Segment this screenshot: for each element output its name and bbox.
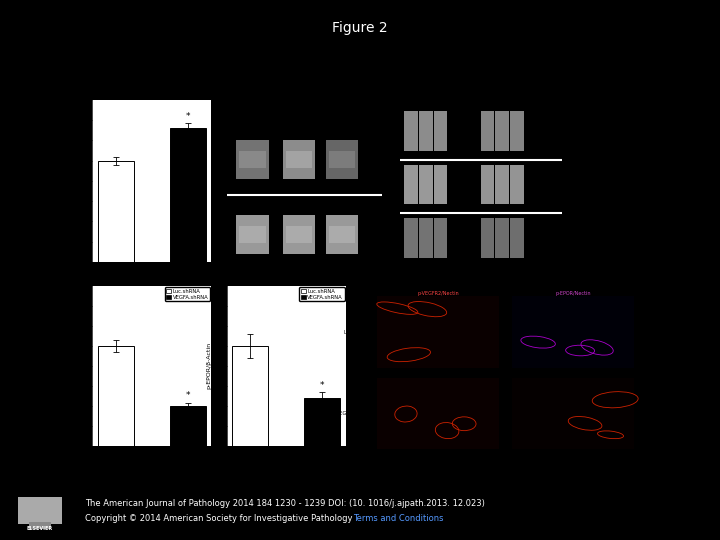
Text: A: A: [50, 90, 59, 100]
Bar: [510, 165, 523, 204]
Bar: [405, 218, 418, 258]
Text: Luc.mRNA: Luc.mRNA: [344, 329, 369, 335]
Text: The American Journal of Pathology 2014 184 1230 - 1239 DOI: (10. 1016/j.ajpath.2: The American Journal of Pathology 2014 1…: [85, 499, 485, 508]
X-axis label: p-VEGFR2: p-VEGFR2: [132, 450, 171, 458]
Y-axis label: p-EPOR/β-Actin: p-EPOR/β-Actin: [207, 342, 212, 389]
Bar: [282, 140, 315, 179]
Bar: [405, 111, 418, 151]
Bar: [98, 346, 134, 445]
Bar: [495, 218, 509, 258]
Text: *: *: [320, 381, 325, 390]
Y-axis label: p-EPOR mRNA: p-EPOR mRNA: [72, 159, 77, 203]
Bar: [286, 226, 312, 244]
Text: E: E: [185, 276, 193, 287]
Bar: [329, 226, 355, 244]
Text: ELSEVIER: ELSEVIER: [27, 526, 53, 531]
Text: EPOR: EPOR: [560, 182, 575, 187]
Bar: [481, 111, 495, 151]
Text: PBS: PBS: [245, 86, 258, 92]
Text: B: B: [215, 86, 222, 97]
Bar: [419, 165, 433, 204]
Bar: [481, 218, 495, 258]
Bar: [236, 215, 269, 254]
Y-axis label: p-VEGFR2/β-Actin: p-VEGFR2/β-Actin: [72, 339, 77, 393]
Bar: [170, 406, 206, 446]
Bar: [304, 397, 340, 446]
Bar: [326, 215, 359, 254]
Text: pEPOR: pEPOR: [560, 129, 578, 133]
Text: β-Actin: β-Actin: [383, 232, 402, 237]
Text: VEGFA: VEGFA: [330, 86, 353, 92]
Bar: [512, 296, 634, 368]
Text: PBS: PBS: [428, 84, 443, 90]
Bar: [419, 111, 433, 151]
Bar: [433, 165, 447, 204]
Bar: [495, 165, 509, 204]
Text: F: F: [356, 276, 364, 286]
Text: p-VEGFR2/Nectin: p-VEGFR2/Nectin: [417, 291, 459, 296]
Text: VEGFA: VEGFA: [495, 84, 521, 90]
Bar: [236, 140, 269, 179]
Bar: [286, 151, 312, 168]
Bar: [481, 165, 495, 204]
Text: *: *: [185, 391, 190, 400]
Text: *: *: [185, 112, 190, 121]
Bar: [495, 111, 509, 151]
Bar: [232, 346, 268, 445]
X-axis label: p-EPOR: p-EPOR: [272, 450, 300, 458]
Text: Copyright © 2014 American Society for Investigative Pathology: Copyright © 2014 American Society for In…: [85, 514, 355, 523]
Bar: [510, 111, 523, 151]
Bar: [510, 218, 523, 258]
Bar: [377, 296, 499, 368]
Text: D: D: [50, 276, 60, 287]
Bar: [419, 218, 433, 258]
Bar: [29, 522, 50, 529]
Text: C: C: [387, 86, 395, 97]
Bar: [433, 218, 447, 258]
Legend: Luc.shRNA, VEGFA.shRNA: Luc.shRNA, VEGFA.shRNA: [165, 287, 210, 301]
Text: EPOR: EPOR: [383, 157, 397, 162]
Text: VEGFA.mRNA: VEGFA.mRNA: [336, 411, 369, 416]
Bar: [329, 151, 355, 168]
Text: p-EPOR/Nectin: p-EPOR/Nectin: [555, 291, 591, 296]
Bar: [433, 111, 447, 151]
Bar: [19, 497, 61, 524]
Bar: [405, 165, 418, 204]
Bar: [326, 140, 359, 179]
Bar: [170, 128, 206, 262]
Bar: [377, 378, 499, 449]
Bar: [512, 378, 634, 449]
Bar: [98, 160, 134, 262]
Legend: Luc.shRNA, VEGFA.shRNA: Luc.shRNA, VEGFA.shRNA: [300, 287, 345, 301]
Text: Figure 2: Figure 2: [332, 21, 388, 35]
Text: Terms and Conditions: Terms and Conditions: [353, 514, 444, 523]
Text: EPO: EPO: [291, 86, 305, 92]
Bar: [282, 215, 315, 254]
Text: β-Actin: β-Actin: [560, 235, 579, 240]
Bar: [239, 226, 266, 244]
Bar: [239, 151, 266, 168]
